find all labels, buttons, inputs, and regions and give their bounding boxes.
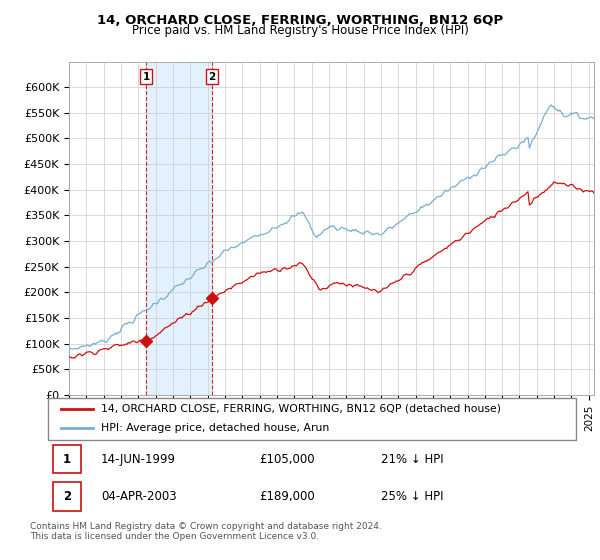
Text: Contains HM Land Registry data © Crown copyright and database right 2024.
This d: Contains HM Land Registry data © Crown c… (30, 522, 382, 542)
FancyBboxPatch shape (48, 398, 576, 440)
Text: 14, ORCHARD CLOSE, FERRING, WORTHING, BN12 6QP: 14, ORCHARD CLOSE, FERRING, WORTHING, BN… (97, 14, 503, 27)
Text: 14, ORCHARD CLOSE, FERRING, WORTHING, BN12 6QP (detached house): 14, ORCHARD CLOSE, FERRING, WORTHING, BN… (101, 404, 501, 414)
Text: 2: 2 (208, 72, 216, 82)
Text: HPI: Average price, detached house, Arun: HPI: Average price, detached house, Arun (101, 423, 329, 433)
Text: 1: 1 (142, 72, 150, 82)
Text: £105,000: £105,000 (259, 452, 315, 465)
Text: 1: 1 (63, 452, 71, 465)
Text: 2: 2 (63, 491, 71, 503)
Text: 14-JUN-1999: 14-JUN-1999 (101, 452, 176, 465)
Text: 21% ↓ HPI: 21% ↓ HPI (380, 452, 443, 465)
FancyBboxPatch shape (53, 445, 81, 473)
Text: 04-APR-2003: 04-APR-2003 (101, 491, 176, 503)
Text: £189,000: £189,000 (259, 491, 315, 503)
FancyBboxPatch shape (53, 483, 81, 511)
Text: Price paid vs. HM Land Registry's House Price Index (HPI): Price paid vs. HM Land Registry's House … (131, 24, 469, 37)
Text: 25% ↓ HPI: 25% ↓ HPI (380, 491, 443, 503)
